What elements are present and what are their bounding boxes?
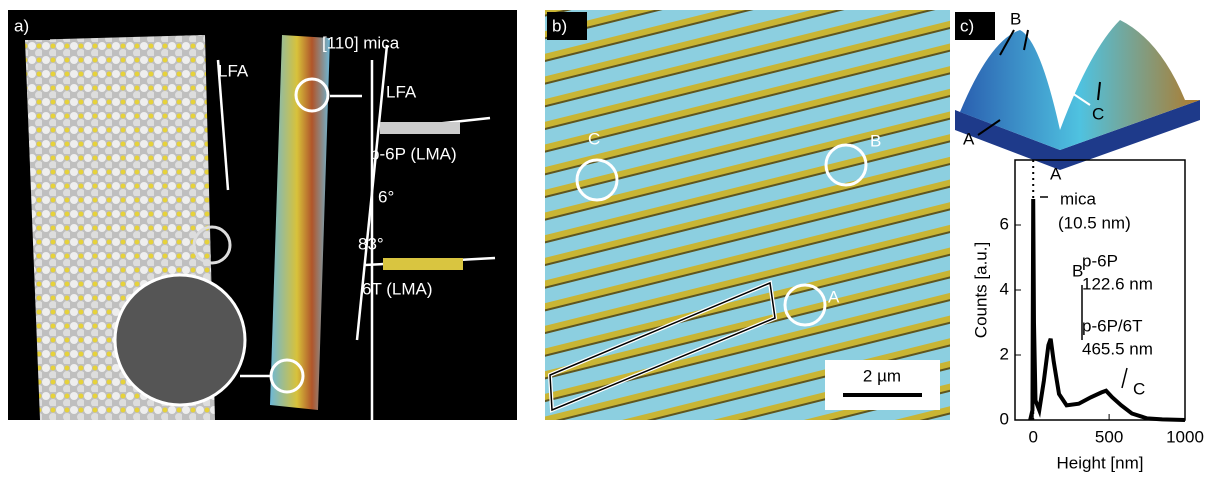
page: a) LFA [110] mica LFA p-6P (LMA) 6° 83° … <box>0 0 1219 475</box>
panel-b: C B A 2 µm b) <box>545 10 950 420</box>
annotation-arrow <box>1122 368 1127 388</box>
label: 6T (LMA) <box>362 279 433 298</box>
annotation: A <box>1050 164 1062 183</box>
annotation: p-6P <box>1082 251 1118 270</box>
y-axis-label: Counts [a.u.] <box>971 242 990 338</box>
panel-c: c) B A C 0 2 4 6 0 500 1000 Height [nm] Counts [… <box>955 9 1204 472</box>
x-axis-label: Height [nm] <box>1057 453 1144 472</box>
label: 6° <box>378 187 394 206</box>
label: C <box>1092 104 1104 123</box>
y-tick-label: 0 <box>1000 409 1009 428</box>
molecule-6t <box>383 258 463 270</box>
y-tick-label: 2 <box>1000 344 1009 363</box>
zoom-circle <box>115 275 245 405</box>
label: LFA <box>218 61 249 80</box>
annotation: C <box>1133 379 1145 398</box>
x-tick-label: 0 <box>1028 427 1037 446</box>
panel-label: c) <box>960 16 974 35</box>
label: B <box>1010 9 1021 28</box>
label: LFA <box>386 82 417 101</box>
panel-label: a) <box>14 16 29 35</box>
y-tick-label: 4 <box>1000 279 1009 298</box>
panel-a: a) LFA [110] mica LFA p-6P (LMA) 6° 83° … <box>8 10 517 420</box>
histogram-chart: 0 2 4 6 0 500 1000 Height [nm] Counts [a.u.] Amic… <box>971 160 1203 472</box>
molecule-p6p <box>380 122 460 134</box>
annotation: 122.6 nm <box>1082 274 1153 293</box>
panel-label: b) <box>552 16 567 35</box>
x-tick-label: 500 <box>1095 427 1123 446</box>
afm-image <box>545 10 950 420</box>
y-tick-label: 6 <box>1000 214 1009 233</box>
annotation: mica <box>1060 189 1096 208</box>
figure: a) LFA [110] mica LFA p-6P (LMA) 6° 83° … <box>0 0 1219 475</box>
label: 83° <box>358 234 384 253</box>
annotation: 465.5 nm <box>1082 339 1153 358</box>
annotation: p-6P/6T <box>1082 316 1142 335</box>
scale-label: 2 µm <box>863 366 901 385</box>
annotation: (10.5 nm) <box>1058 213 1131 232</box>
label: p-6P (LMA) <box>370 144 457 163</box>
label: A <box>828 287 840 306</box>
x-tick-label: 1000 <box>1166 427 1204 446</box>
label: C <box>588 129 600 148</box>
label: A <box>963 129 975 148</box>
label: B <box>870 131 881 150</box>
label: [110] mica <box>322 33 400 52</box>
